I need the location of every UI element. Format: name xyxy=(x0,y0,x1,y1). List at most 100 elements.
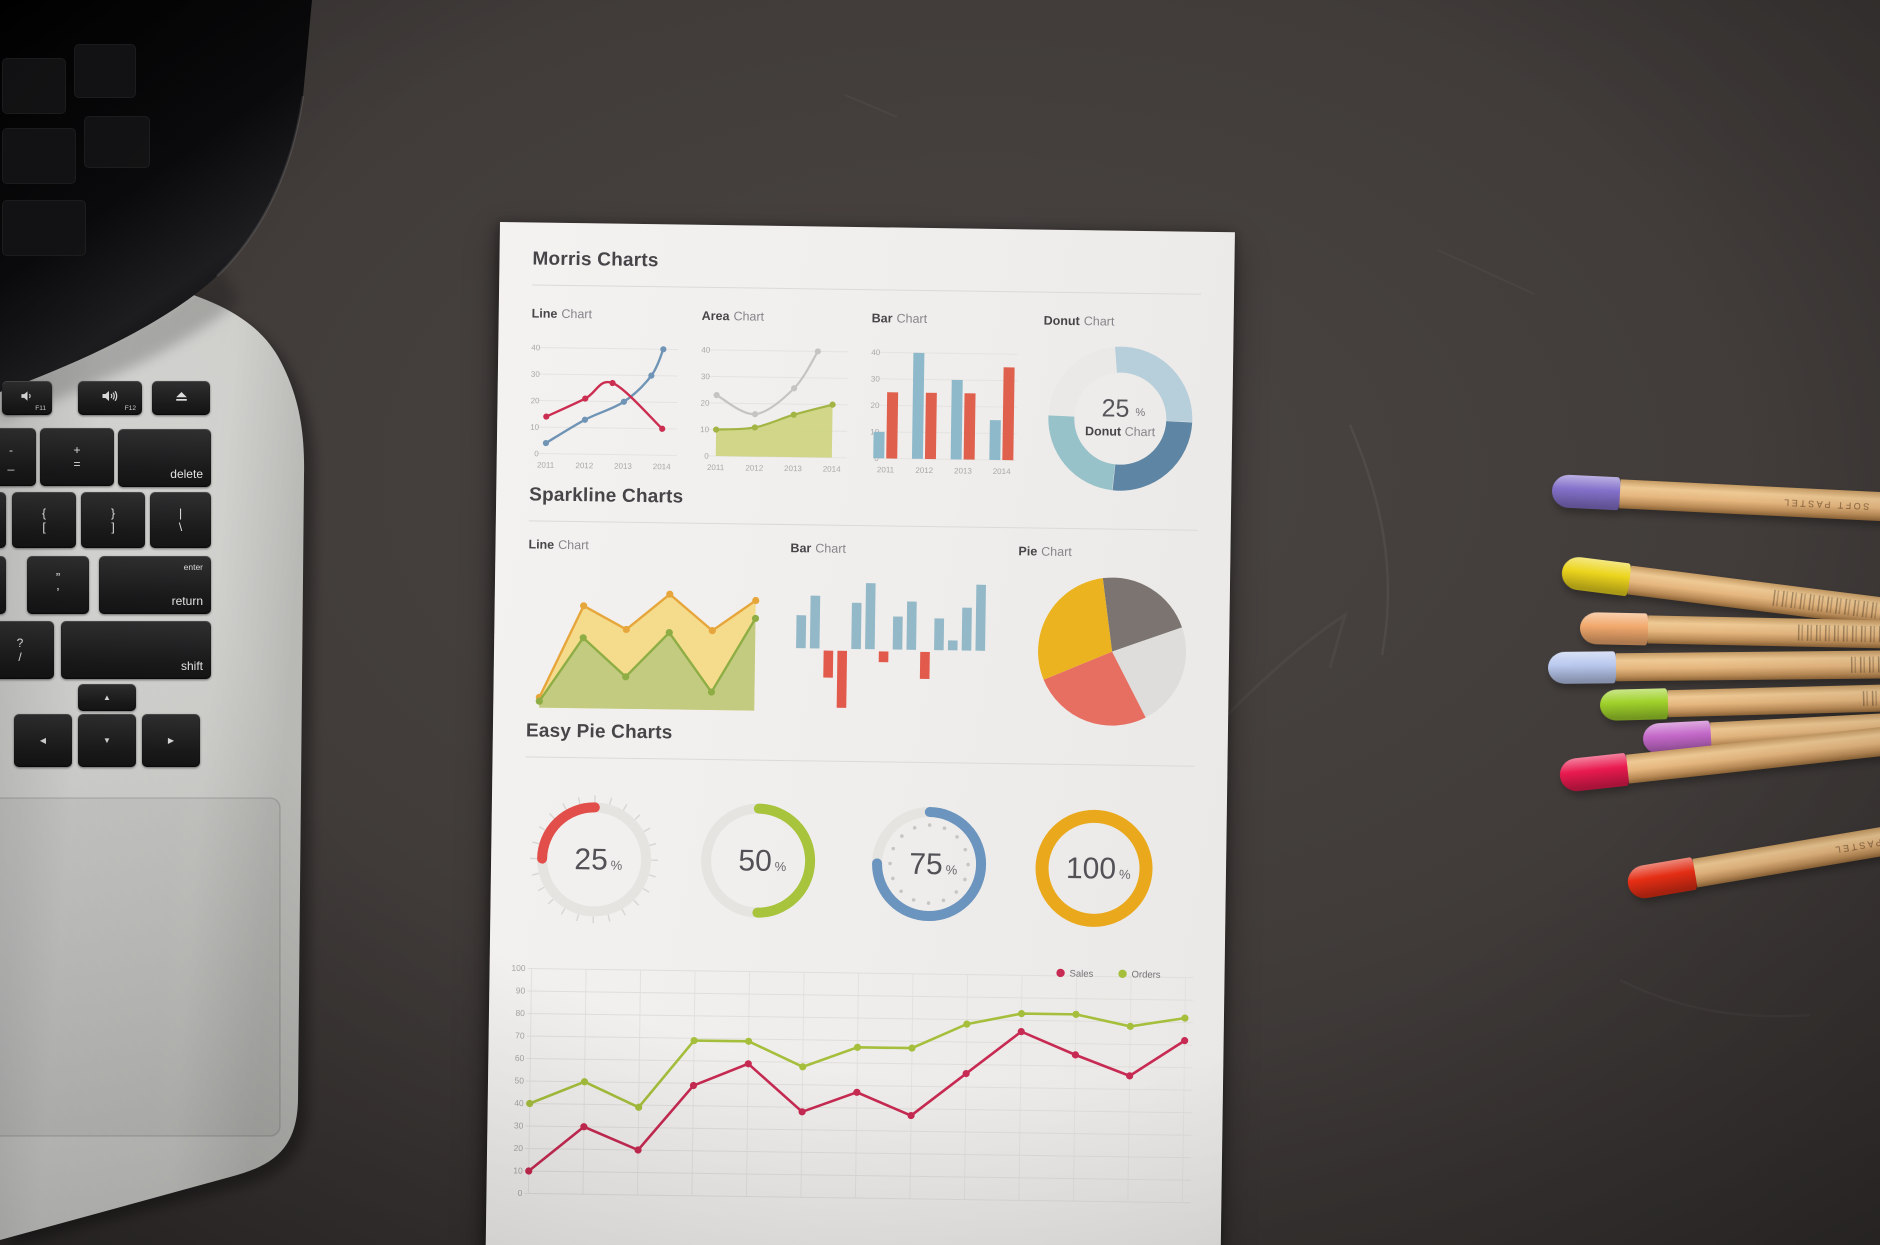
divider xyxy=(528,520,1198,531)
morris-area-chart: 40 30 20 10 0 2011 2012 2013 2014 xyxy=(700,346,849,474)
keyboard: F11 F12 - _ + = delete { [ xyxy=(0,0,380,1245)
key-return: enter return xyxy=(99,556,211,614)
key-shift: shift xyxy=(61,621,211,679)
svg-text:30: 30 xyxy=(871,374,881,383)
svg-text:50: 50 xyxy=(514,1075,524,1085)
key-symbol: | xyxy=(178,505,183,520)
key-backslash: | \ xyxy=(150,492,211,548)
svg-text:20: 20 xyxy=(514,1143,524,1153)
svg-text:60: 60 xyxy=(515,1053,525,1063)
key-arrow-right: ▶ xyxy=(142,714,200,767)
svg-text:25: 25 xyxy=(574,843,608,876)
trackpad xyxy=(0,797,281,1137)
key-arrow-up: ▲ xyxy=(78,684,136,711)
svg-text:50: 50 xyxy=(738,844,772,877)
svg-text:100: 100 xyxy=(1066,852,1117,886)
pencil-tip xyxy=(1547,651,1617,684)
chart-label-spark-bar: Bar Chart xyxy=(790,541,846,556)
key-symbol: _ xyxy=(7,456,15,471)
shadow-key xyxy=(2,128,76,184)
gauge-100-percent: 100% xyxy=(1035,809,1153,927)
pencil-tip xyxy=(1579,612,1649,646)
svg-text:2013: 2013 xyxy=(614,462,632,471)
key-eject xyxy=(152,381,210,415)
svg-text:Donut Chart: Donut Chart xyxy=(1085,424,1156,439)
svg-text:2014: 2014 xyxy=(653,462,671,471)
svg-text:20: 20 xyxy=(701,399,711,408)
key-symbol: [ xyxy=(42,519,46,534)
svg-text:100: 100 xyxy=(511,963,526,973)
key-symbol: ? xyxy=(16,635,24,650)
sparkline-bar-chart xyxy=(796,583,986,708)
chart-label-line: Line Chart xyxy=(531,306,593,322)
svg-text:40: 40 xyxy=(531,343,541,352)
key-volume-up-f12: F12 xyxy=(78,381,142,415)
svg-text:2013: 2013 xyxy=(954,466,972,475)
pencil-tip xyxy=(1551,474,1621,511)
pencil-barcode xyxy=(1850,653,1880,673)
svg-text:70: 70 xyxy=(515,1030,525,1040)
section-title-sparkline: Sparkline Charts xyxy=(529,484,684,508)
pencil-shaft xyxy=(1647,615,1880,650)
key-delete: delete xyxy=(118,429,211,487)
chart-label-spark-pie: Pie Chart xyxy=(1018,544,1072,560)
svg-text:90: 90 xyxy=(516,985,526,995)
svg-text:10: 10 xyxy=(513,1165,523,1175)
svg-text:10: 10 xyxy=(700,425,710,434)
key-arrow-down: ▼ xyxy=(78,714,136,767)
gauge-50-percent: 50% xyxy=(701,803,816,918)
key-question: ? / xyxy=(0,621,54,679)
key-label: shift xyxy=(180,659,203,673)
shadow-key xyxy=(74,44,136,98)
svg-text:2012: 2012 xyxy=(745,463,763,472)
arrow-left-icon: ◀ xyxy=(39,736,47,745)
key-arrow-left: ◀ xyxy=(14,714,72,767)
arrow-up-icon: ▲ xyxy=(103,693,111,702)
sparkline-area-chart xyxy=(535,590,760,711)
key-sublabel: F12 xyxy=(124,405,136,412)
svg-text:40: 40 xyxy=(514,1098,524,1108)
svg-text:Sales: Sales xyxy=(1069,969,1093,980)
svg-text:2011: 2011 xyxy=(707,463,725,472)
key-label: return xyxy=(171,594,203,608)
key-equals: + = xyxy=(40,428,114,486)
pencil-brand-label: SOFT PASTEL xyxy=(1781,496,1870,512)
charts-paper: Morris Charts Line Chart Area Chart Bar Cha… xyxy=(485,222,1235,1245)
key-label: enter xyxy=(183,562,203,572)
shadow-key xyxy=(2,200,86,256)
svg-text:Orders: Orders xyxy=(1131,969,1160,980)
svg-text:80: 80 xyxy=(515,1008,525,1018)
section-title-easypie: Easy Pie Charts xyxy=(525,720,673,744)
key-symbol: ” xyxy=(55,569,61,585)
svg-text:20: 20 xyxy=(871,401,881,410)
svg-text:10: 10 xyxy=(530,423,540,432)
svg-text:75: 75 xyxy=(909,848,943,881)
svg-text:2012: 2012 xyxy=(575,461,593,470)
pencil-shaft xyxy=(1667,682,1880,718)
gauge-75-percent: 75% xyxy=(872,807,987,922)
key-symbol: - xyxy=(9,442,13,457)
svg-text:40: 40 xyxy=(701,346,711,355)
divider xyxy=(532,284,1202,295)
key-symbol: { xyxy=(41,505,46,520)
key-symbol: ’ xyxy=(56,584,60,600)
key-symbol: = xyxy=(73,456,81,471)
svg-text:2014: 2014 xyxy=(993,467,1011,476)
key-sublabel: F11 xyxy=(35,405,46,412)
laptop-screen xyxy=(0,0,312,392)
key-minus: - _ xyxy=(0,428,36,486)
svg-text:0: 0 xyxy=(534,449,539,458)
pie-chart xyxy=(1038,577,1186,726)
screen-shadow-on-deck xyxy=(0,268,240,420)
svg-text:2012: 2012 xyxy=(915,466,933,475)
pencil-periwinkle xyxy=(1547,648,1880,684)
svg-text:%: % xyxy=(1135,407,1145,419)
svg-text:%: % xyxy=(1119,867,1131,882)
eject-icon xyxy=(174,389,189,407)
key-symbol: + xyxy=(73,442,81,457)
key-bracket-right: } ] xyxy=(81,492,145,548)
key-symbol: } xyxy=(110,505,115,520)
svg-text:40: 40 xyxy=(871,348,881,357)
